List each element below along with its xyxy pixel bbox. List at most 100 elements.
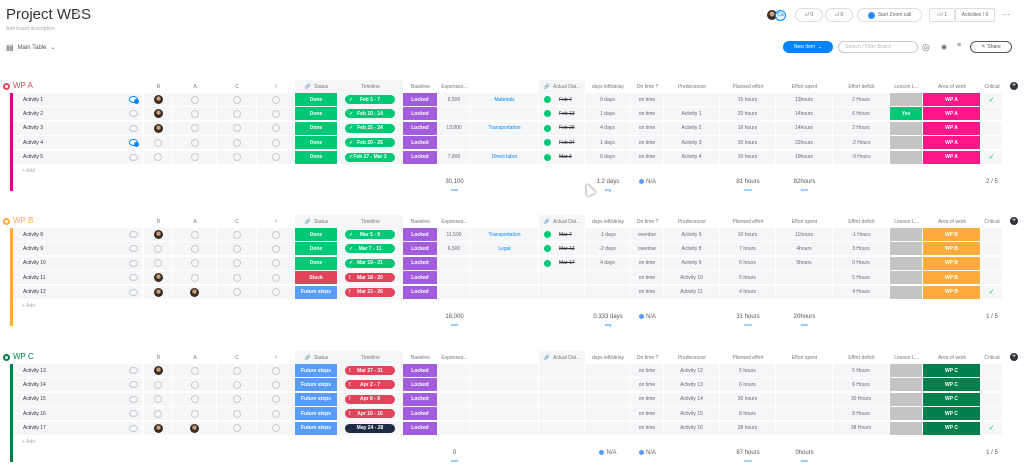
share-button[interactable]: ✎ Share — [970, 41, 1012, 53]
cell-status[interactable]: Future steps — [295, 378, 338, 393]
chat-bubble-icon[interactable] — [129, 274, 138, 282]
cell-pred[interactable]: Activity 8 — [664, 242, 720, 257]
cell-c[interactable] — [217, 107, 257, 122]
column-header-r[interactable]: R — [156, 354, 161, 361]
cell-c[interactable] — [217, 121, 257, 136]
zoom-call-button[interactable]: Start Zoom call — [857, 8, 922, 22]
cell-i[interactable] — [257, 93, 295, 107]
cell-name[interactable]: Activity 1 — [13, 93, 143, 107]
item-name[interactable]: Activity 16 — [23, 410, 46, 417]
cell-actual[interactable] — [539, 364, 585, 378]
cell-cost[interactable] — [471, 271, 539, 286]
cell-deficit[interactable]: -1 Hours — [833, 228, 890, 242]
column-header-deficit[interactable]: Effort deficit — [848, 354, 875, 361]
empty-person-icon[interactable] — [232, 380, 241, 389]
cell-actual[interactable]: Feb 13 — [539, 107, 585, 122]
empty-person-icon[interactable] — [232, 124, 241, 133]
cell-c[interactable] — [217, 421, 257, 436]
add-item-label[interactable]: + Add — [22, 439, 35, 445]
cell-days[interactable]: -2 days — [585, 242, 631, 257]
cell-pred[interactable]: Activity 3 — [664, 136, 720, 151]
cell-expenses[interactable] — [438, 107, 471, 122]
cell-timeline[interactable]: ✓ Feb 15 - 24 — [338, 121, 403, 136]
cell-lesson[interactable] — [890, 228, 923, 242]
column-header-spent[interactable]: Effort spent — [791, 218, 818, 225]
cell-spent[interactable]: 14hours — [776, 121, 833, 136]
column-header-r[interactable]: R — [156, 218, 161, 225]
column-header-pred[interactable]: Predecessor — [677, 218, 707, 225]
cell-baseline[interactable]: Locked — [403, 364, 438, 378]
chat-bubble-icon[interactable] — [129, 288, 138, 296]
column-header-status[interactable]: 🔗 Status — [295, 80, 338, 93]
cell-baseline[interactable]: Locked — [403, 285, 438, 300]
cell-pred[interactable]: Activity 5 — [664, 228, 720, 242]
chat-bubble-icon[interactable] — [129, 381, 138, 389]
cell-timeline[interactable]: ✓ Mar 5 - 6 — [338, 228, 403, 242]
cell-spent[interactable] — [776, 364, 833, 378]
column-header-timeline[interactable]: Timeline — [338, 215, 403, 228]
column-header-timeline[interactable]: Timeline — [338, 80, 403, 93]
empty-person-icon[interactable] — [271, 273, 280, 282]
group-title[interactable]: WP C — [13, 352, 34, 361]
cell-expenses[interactable] — [438, 392, 471, 407]
cell-actual[interactable]: Mar 13 — [539, 242, 585, 257]
item-name[interactable]: Activity 1 — [23, 96, 44, 103]
timeline-pill[interactable]: ! Mar 18 - 20 — [345, 273, 395, 283]
empty-person-icon[interactable] — [271, 230, 280, 239]
column-header-area[interactable]: Area of work — [937, 354, 967, 361]
empty-person-icon[interactable] — [232, 259, 241, 268]
empty-person-icon[interactable] — [154, 244, 162, 253]
cell-i[interactable] — [257, 121, 295, 136]
empty-person-icon[interactable] — [232, 138, 241, 147]
cell-r[interactable] — [144, 364, 173, 378]
person-avatar[interactable] — [153, 287, 163, 297]
column-header-timeline[interactable]: Timeline — [338, 351, 403, 364]
empty-person-icon[interactable] — [190, 138, 199, 147]
cell-spent[interactable] — [776, 285, 833, 300]
cell-a[interactable] — [173, 228, 217, 242]
cell-lesson[interactable] — [890, 93, 923, 107]
cell-c[interactable] — [217, 285, 257, 300]
cell-status[interactable]: Done — [295, 93, 338, 107]
timeline-pill[interactable]: ! Apr 8 - 9 — [345, 394, 395, 404]
timeline-pill[interactable]: ✓ Mar 19 - 21 — [345, 258, 395, 268]
cell-actual[interactable]: Feb 24 — [539, 136, 585, 151]
column-header-status[interactable]: 🔗 Status — [295, 351, 338, 364]
column-header-ontime[interactable]: On time ? — [636, 218, 659, 225]
cell-expenses[interactable] — [438, 285, 471, 300]
cell-baseline[interactable]: Locked — [403, 407, 438, 422]
item-name[interactable]: Activity 15 — [23, 396, 46, 403]
cell-status[interactable]: Done — [295, 150, 338, 165]
cell-timeline[interactable]: ! Mar 27 - 31 — [338, 364, 403, 378]
chat-bubble-icon[interactable] — [129, 424, 138, 432]
empty-person-icon[interactable] — [190, 273, 199, 282]
new-item-button[interactable]: New Item ⌄ — [783, 41, 833, 53]
cell-name[interactable]: Activity 8 — [13, 228, 143, 242]
cell-deficit[interactable]: 38 Hours — [833, 421, 890, 436]
cell-lesson[interactable] — [890, 285, 923, 300]
cell-pred[interactable]: Activity 2 — [664, 121, 720, 136]
empty-person-icon[interactable] — [271, 124, 280, 133]
empty-person-icon[interactable] — [154, 138, 162, 147]
empty-person-icon[interactable] — [190, 124, 199, 133]
column-header-baseline[interactable]: Baseline — [410, 354, 431, 361]
item-name[interactable]: Activity 8 — [23, 231, 44, 238]
column-header-pred[interactable]: Predecessor — [677, 354, 707, 361]
column-header-spent[interactable]: Effort spent — [791, 83, 818, 90]
cell-baseline[interactable]: Locked — [403, 93, 438, 107]
cell-pred[interactable]: Activity 13 — [664, 378, 720, 393]
cell-lesson[interactable] — [890, 364, 923, 378]
cell-expenses[interactable]: 11,500 — [438, 228, 471, 242]
empty-person-icon[interactable] — [271, 138, 280, 147]
cell-area[interactable]: WP C — [923, 364, 981, 378]
item-name[interactable]: Activity 14 — [23, 381, 46, 388]
empty-person-icon[interactable] — [232, 288, 241, 297]
cell-c[interactable] — [217, 136, 257, 151]
cell-ontime[interactable]: on time — [631, 93, 664, 107]
timeline-pill[interactable]: ✓ Feb 20 - 25 — [345, 138, 395, 148]
filter-icon[interactable]: ≡ — [957, 42, 962, 49]
cell-planned[interactable]: 20 hours — [720, 107, 776, 122]
cell-cost[interactable]: Direct labor — [471, 150, 539, 165]
cell-name[interactable]: Activity 11 — [13, 271, 143, 286]
cell-a[interactable] — [173, 136, 217, 151]
